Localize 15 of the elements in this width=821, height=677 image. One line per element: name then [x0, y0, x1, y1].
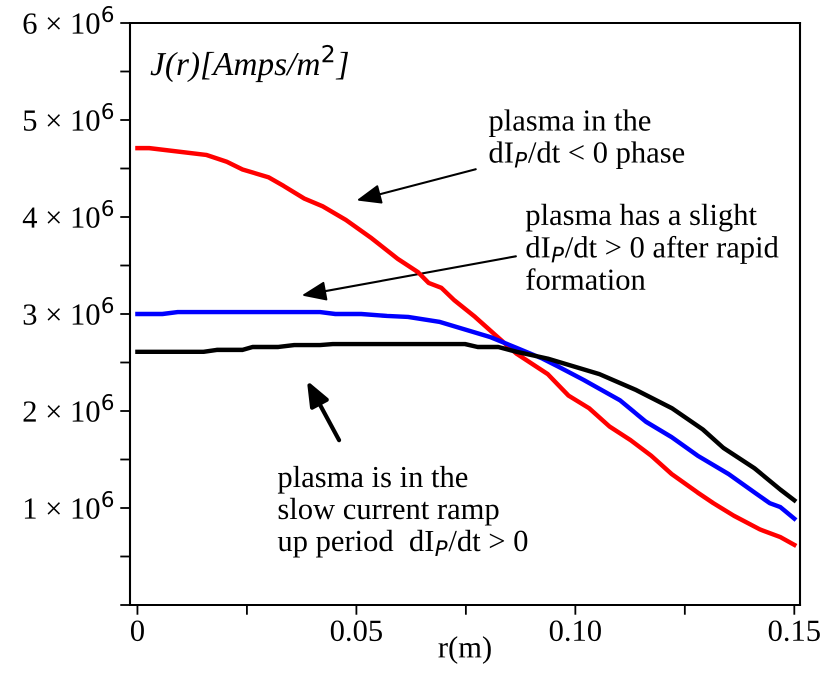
x-tick-label: 0 [130, 620, 144, 642]
x-axis-title: r(m) [438, 636, 491, 664]
y-axis-title: J(r)[Amps/m$^{2}$] [150, 44, 348, 82]
annotation: plasma in the dI$_{P}$/dt < 0 phase [488, 109, 684, 170]
annotation: plasma has a slight dI$_{P}$/dt > 0 after rapid formation [526, 204, 778, 290]
x-tick-label: 0.10 [550, 620, 601, 642]
y-tick-label: 1 × 10$^{6}$ [24, 490, 114, 519]
y-tick-label: 6 × 10$^{6}$ [24, 6, 114, 34]
y-tick-label: 3 × 10$^{6}$ [24, 296, 114, 325]
annotation: plasma is in the slow current ramp up period dI$_{P}$/dt > 0 [278, 466, 528, 558]
y-tick-label: 2 × 10$^{6}$ [24, 394, 114, 422]
x-tick-label: 0.05 [330, 620, 382, 642]
y-tick-label: 5 × 10$^{6}$ [24, 102, 114, 131]
y-tick-label: 4 × 10$^{6}$ [22, 200, 114, 228]
x-tick-label: 0.15 [768, 620, 820, 642]
